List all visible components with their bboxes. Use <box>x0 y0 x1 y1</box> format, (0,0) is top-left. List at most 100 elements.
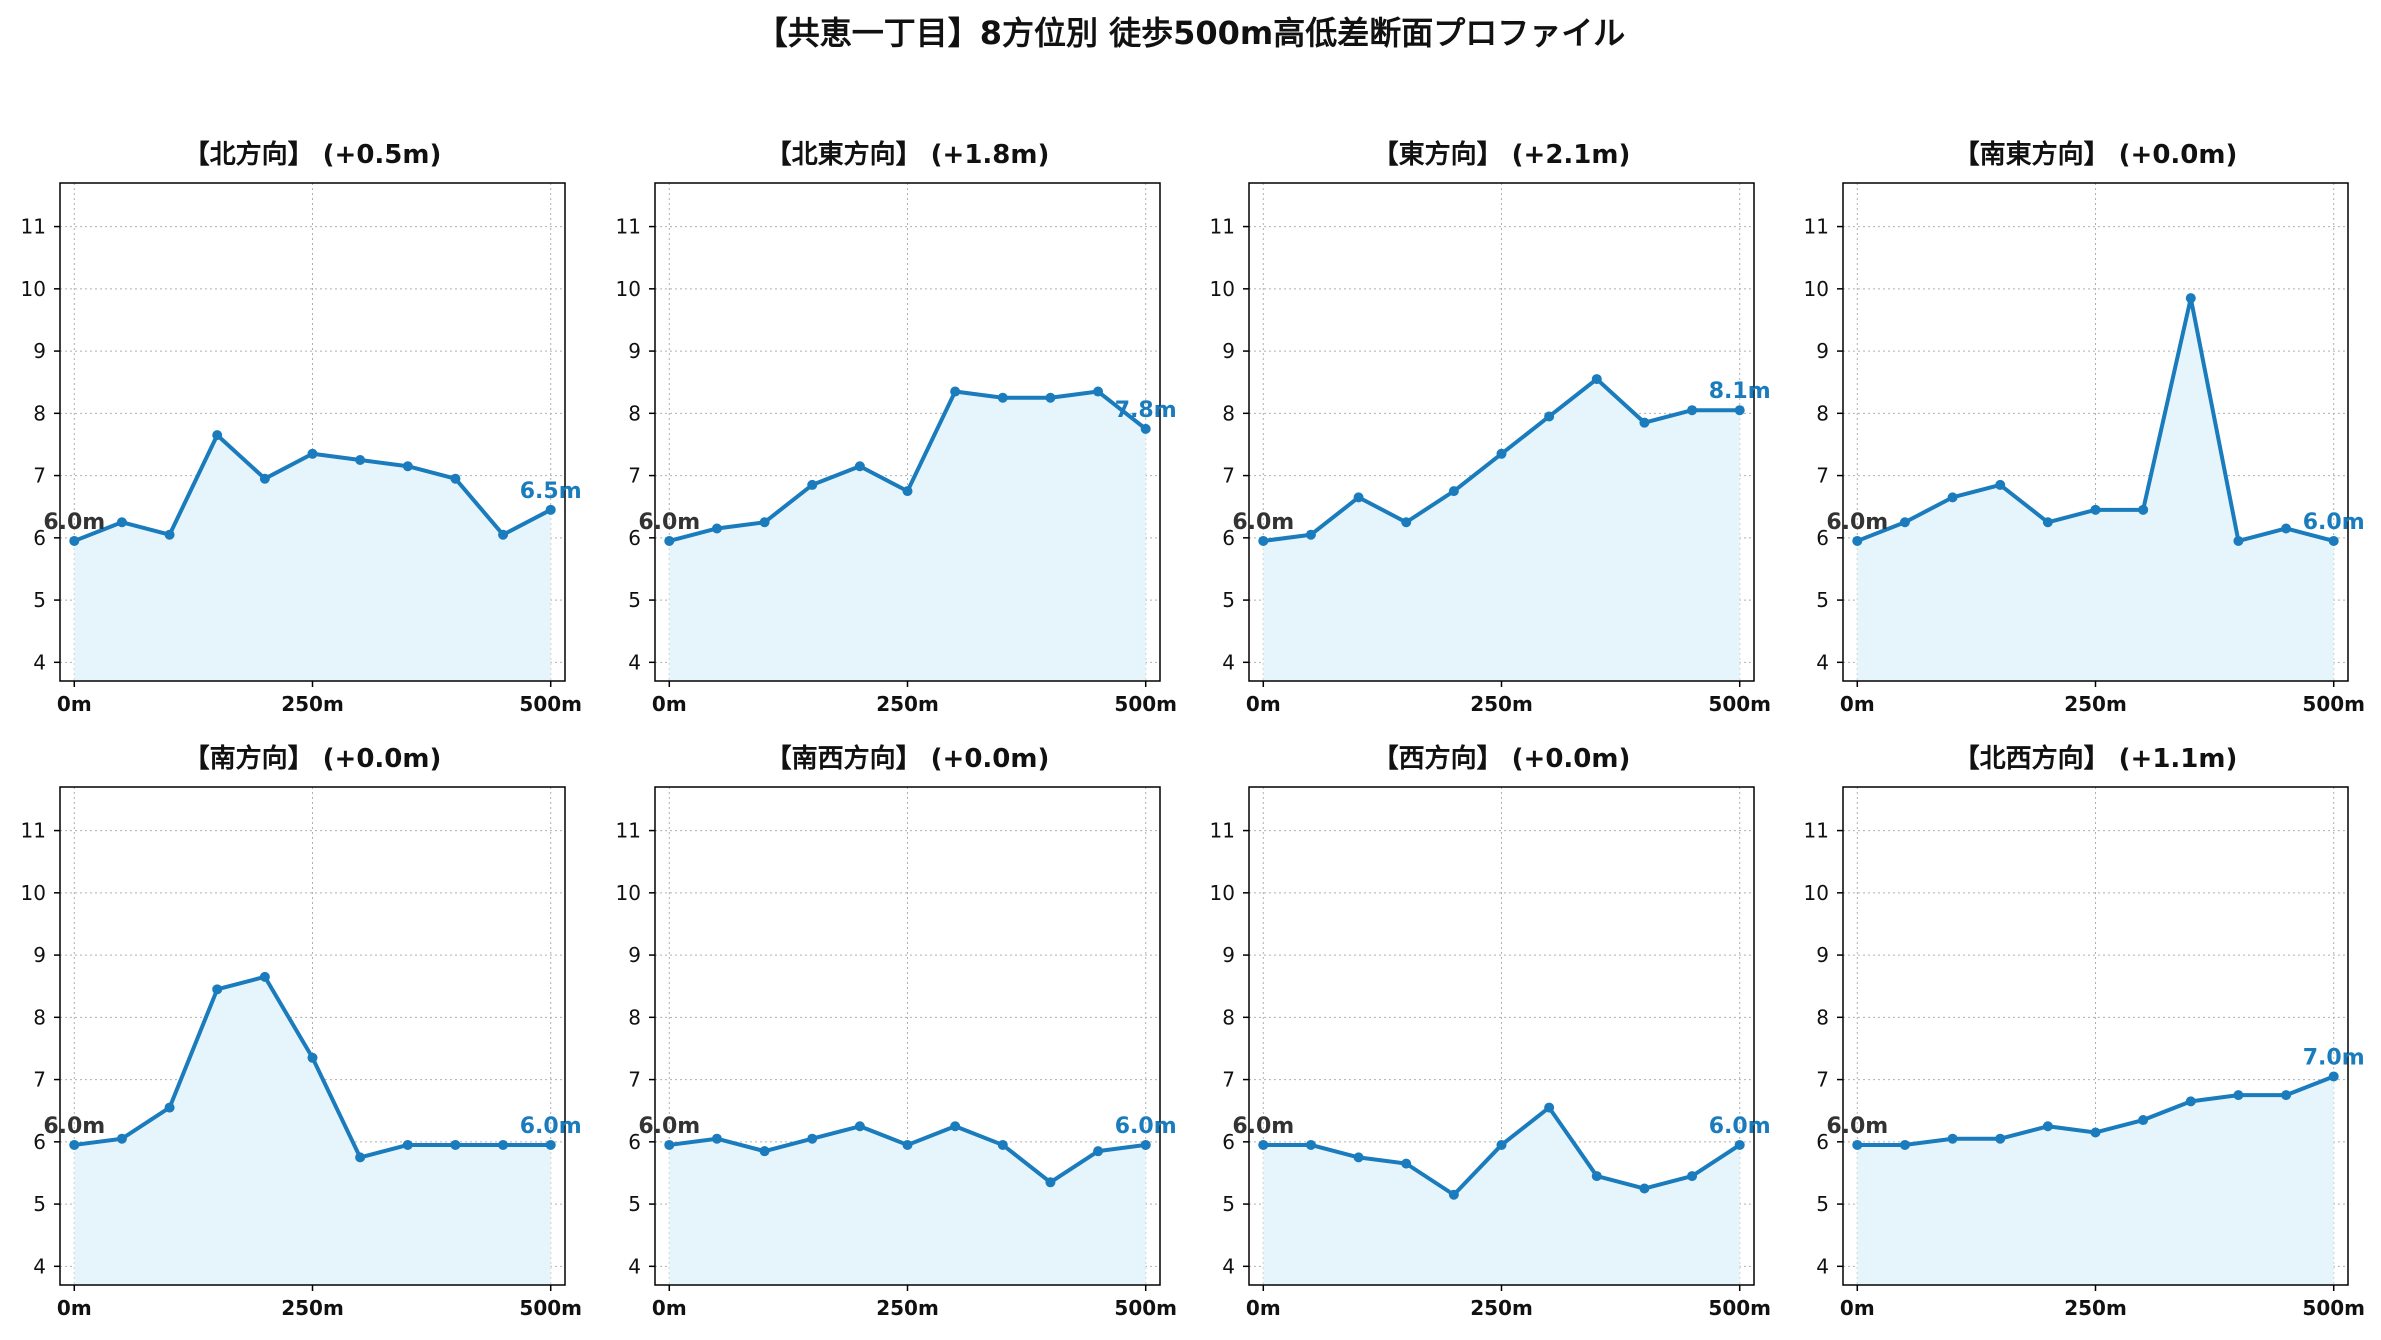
data-point <box>1448 1189 1459 1200</box>
y-tick-label: 11 <box>21 819 46 843</box>
data-point <box>2281 523 2292 534</box>
data-point <box>450 1139 461 1150</box>
data-point <box>902 1139 913 1150</box>
data-point <box>1305 1139 1316 1150</box>
start-elevation-label: 6.0m <box>638 1114 700 1139</box>
data-point <box>1093 386 1104 397</box>
y-tick-label: 9 <box>628 339 641 363</box>
y-tick-label: 6 <box>1222 526 1235 550</box>
area-fill <box>669 391 1146 681</box>
data-point <box>711 1133 722 1144</box>
y-tick-label: 10 <box>1804 277 1829 301</box>
data-point <box>2042 1121 2053 1132</box>
data-point <box>1899 1139 1910 1150</box>
start-elevation-label: 6.0m <box>1826 510 1888 535</box>
y-tick-label: 5 <box>1816 1192 1829 1216</box>
y-tick-label: 8 <box>33 1005 46 1029</box>
y-tick-label: 9 <box>33 943 46 967</box>
data-point <box>1305 529 1316 540</box>
data-point <box>116 1133 127 1144</box>
end-elevation-label: 6.0m <box>520 1114 582 1139</box>
data-point <box>450 473 461 484</box>
data-point <box>1496 448 1507 459</box>
end-elevation-label: 6.5m <box>520 479 582 504</box>
x-tick-label: 500m <box>1114 692 1177 716</box>
data-point <box>1687 405 1698 416</box>
y-tick-label: 4 <box>1816 650 1829 674</box>
x-tick-label: 500m <box>519 1296 582 1320</box>
data-point <box>212 984 223 995</box>
y-tick-label: 11 <box>616 215 641 239</box>
data-point <box>2328 1071 2339 1082</box>
y-tick-label: 6 <box>1816 1130 1829 1154</box>
data-point <box>498 529 509 540</box>
subplot-title: 【南方向】 (+0.0m) <box>184 743 442 774</box>
data-point <box>997 1139 1008 1150</box>
x-tick-label: 250m <box>2064 1296 2127 1320</box>
y-tick-label: 11 <box>1210 215 1235 239</box>
subplot-title: 【北東方向】 (+1.8m) <box>766 139 1050 170</box>
data-point <box>2281 1090 2292 1101</box>
data-point <box>545 504 556 515</box>
end-elevation-label: 6.0m <box>2303 510 2365 535</box>
subplot: 【北東方向】 (+1.8m) 4 5 6 7 8 9 10 11 0m 250m 500m 6.0m 7.… <box>616 139 1177 716</box>
data-point <box>307 1052 318 1063</box>
y-tick-label: 5 <box>1222 1192 1235 1216</box>
area-fill <box>74 976 551 1285</box>
data-point <box>664 1139 675 1150</box>
subplot: 【南東方向】 (+0.0m) 4 5 6 7 8 9 10 11 0m 250m 500m 6.0m 6.… <box>1804 139 2365 716</box>
x-tick-label: 250m <box>1470 1296 1533 1320</box>
y-tick-label: 11 <box>21 215 46 239</box>
data-point <box>1639 1183 1650 1194</box>
data-point <box>1852 1139 1863 1150</box>
data-point <box>1353 1152 1364 1163</box>
figure-title: 【共恵一丁目】8方位別 徒歩500m高低差断面プロファイル <box>755 14 1626 52</box>
y-tick-label: 8 <box>628 1005 641 1029</box>
data-point <box>664 535 675 546</box>
data-point <box>2042 517 2053 528</box>
data-point <box>1353 492 1364 503</box>
data-point <box>1639 417 1650 428</box>
y-tick-label: 5 <box>628 588 641 612</box>
y-tick-label: 10 <box>1804 881 1829 905</box>
y-tick-label: 5 <box>33 588 46 612</box>
start-elevation-label: 6.0m <box>638 510 700 535</box>
x-tick-label: 500m <box>1708 692 1771 716</box>
y-tick-label: 8 <box>628 401 641 425</box>
y-tick-label: 4 <box>1816 1254 1829 1278</box>
data-point <box>711 523 722 534</box>
data-point <box>259 473 270 484</box>
subplot-title: 【北西方向】 (+1.1m) <box>1954 743 2238 774</box>
data-point <box>1401 1158 1412 1169</box>
x-tick-label: 500m <box>2302 692 2365 716</box>
x-tick-label: 0m <box>1246 1296 1281 1320</box>
data-point <box>2185 1096 2196 1107</box>
data-point <box>259 971 270 982</box>
y-tick-label: 6 <box>1816 526 1829 550</box>
x-tick-label: 500m <box>2302 1296 2365 1320</box>
data-point <box>402 461 413 472</box>
y-tick-label: 7 <box>628 1068 641 1092</box>
y-tick-label: 9 <box>1816 943 1829 967</box>
subplot: 【北方向】 (+0.5m) 4 5 6 7 8 9 10 11 0m 250m 500m 6.0m 6.5… <box>21 139 582 716</box>
data-point <box>1544 411 1555 422</box>
end-elevation-label: 8.1m <box>1709 379 1771 404</box>
data-point <box>164 529 175 540</box>
data-point <box>307 448 318 459</box>
data-point <box>1687 1171 1698 1182</box>
x-tick-label: 250m <box>281 692 344 716</box>
data-point <box>355 455 366 466</box>
data-point <box>355 1152 366 1163</box>
y-tick-label: 10 <box>616 881 641 905</box>
area-fill <box>1857 1076 2334 1285</box>
subplot: 【西方向】 (+0.0m) 4 5 6 7 8 9 10 11 0m 250m 500m 6.0m 6.0… <box>1210 743 1771 1320</box>
y-tick-label: 8 <box>33 401 46 425</box>
y-tick-label: 10 <box>616 277 641 301</box>
area-fill <box>74 435 551 681</box>
x-tick-label: 0m <box>57 692 92 716</box>
data-point <box>950 1121 961 1132</box>
y-tick-label: 10 <box>1210 881 1235 905</box>
data-point <box>2138 1115 2149 1126</box>
data-point <box>1258 535 1269 546</box>
